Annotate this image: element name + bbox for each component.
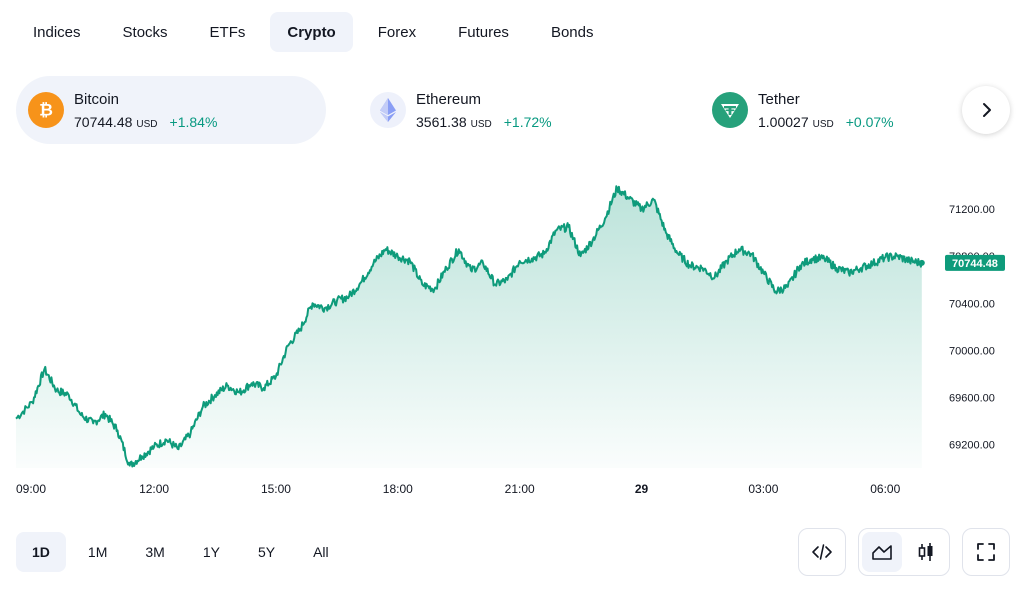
y-tick-label: 69200.00 <box>949 439 995 451</box>
ticker-change: +1.72% <box>503 113 552 130</box>
next-tickers-button[interactable] <box>962 86 1010 134</box>
chart-style-toggle <box>858 528 950 576</box>
price-line <box>15 185 923 468</box>
y-axis: 71200.0070800.0070400.0070000.0069600.00… <box>949 204 995 451</box>
x-tick-label: 03:00 <box>748 482 778 496</box>
last-price-badge <box>945 254 1005 271</box>
last-price-label: 70744.48 <box>918 254 1005 271</box>
fullscreen-button[interactable] <box>962 528 1010 576</box>
ethereum-icon <box>370 92 406 128</box>
candlestick-icon <box>918 543 933 561</box>
x-axis: 09:00 12:00 15:00 18:00 21:00 29 03:00 06:00 <box>16 482 901 496</box>
ticker-price: 3561.38 <box>416 113 467 130</box>
x-tick-label: 15:00 <box>261 482 291 496</box>
tab-indices[interactable]: Indices <box>33 23 81 41</box>
market-tabs: Indices Stocks ETFs Crypto Forex Futures… <box>16 12 610 52</box>
tether-icon <box>712 92 748 128</box>
last-price-dot <box>918 259 925 266</box>
range-all[interactable]: All <box>313 544 329 560</box>
x-tick-label: 18:00 <box>383 482 413 496</box>
ticker-tether[interactable]: Tether 1.00027 USD +0.07% <box>700 76 894 144</box>
area-chart-icon <box>872 545 892 560</box>
x-tick-label: 21:00 <box>505 482 535 496</box>
bitcoin-icon: ₿ <box>28 92 64 128</box>
tab-etfs[interactable]: ETFs <box>209 23 246 41</box>
range-1d[interactable]: 1D <box>16 532 66 572</box>
code-icon <box>812 544 832 560</box>
x-tick-label: 09:00 <box>16 482 46 496</box>
tab-stocks[interactable]: Stocks <box>122 23 168 41</box>
x-tick-label: 12:00 <box>139 482 169 496</box>
area-chart-button[interactable] <box>862 532 902 572</box>
ticker-price: 70744.48 <box>74 113 133 130</box>
y-tick-label: 70000.00 <box>949 345 995 357</box>
tab-bonds[interactable]: Bonds <box>550 23 594 41</box>
range-1y[interactable]: 1Y <box>202 544 220 560</box>
range-1m[interactable]: 1M <box>87 544 108 560</box>
ticker-currency: USD <box>470 118 492 130</box>
svg-text:₿: ₿ <box>39 101 53 121</box>
y-tick-label: 70400.00 <box>949 298 995 310</box>
price-area-fill <box>16 186 922 469</box>
fullscreen-icon <box>977 543 995 561</box>
y-tick-label: 69600.00 <box>949 392 995 404</box>
x-tick-label: 29 <box>635 482 649 496</box>
embed-button[interactable] <box>798 528 846 576</box>
tab-futures[interactable]: Futures <box>458 23 509 41</box>
chevron-right-icon <box>983 103 991 117</box>
ticker-bitcoin[interactable]: ₿ Bitcoin 70744.48 USD +1.84% <box>16 76 326 144</box>
range-selector: 1D 1M 3M 1Y 5Y All <box>16 532 345 572</box>
ticker-currency: USD <box>812 118 834 130</box>
ticker-price: 1.00027 <box>758 113 809 130</box>
ticker-name: Ethereum <box>416 90 482 108</box>
range-5y[interactable]: 5Y <box>257 544 276 560</box>
ticker-change: +0.07% <box>845 113 894 130</box>
x-tick-label: 06:00 <box>870 482 900 496</box>
last-price-text: 70744.48 <box>952 258 998 270</box>
range-3m[interactable]: 3M <box>145 544 165 560</box>
ticker-change: +1.84% <box>169 113 218 130</box>
ticker-carousel: ₿ Bitcoin 70744.48 USD +1.84% Ethereum 3… <box>16 76 1010 144</box>
ticker-ethereum[interactable]: Ethereum 3561.38 USD +1.72% <box>358 76 552 144</box>
ticker-name: Bitcoin <box>74 90 120 108</box>
ticker-currency: USD <box>136 118 158 130</box>
tab-forex[interactable]: Forex <box>377 23 417 41</box>
price-chart[interactable]: 71200.0070800.0070400.0070000.0069600.00… <box>0 150 1026 510</box>
ticker-name: Tether <box>758 90 800 108</box>
candlestick-chart-button[interactable] <box>906 532 946 572</box>
tab-crypto[interactable]: Crypto <box>270 12 353 52</box>
y-tick-label: 71200.00 <box>949 204 995 216</box>
